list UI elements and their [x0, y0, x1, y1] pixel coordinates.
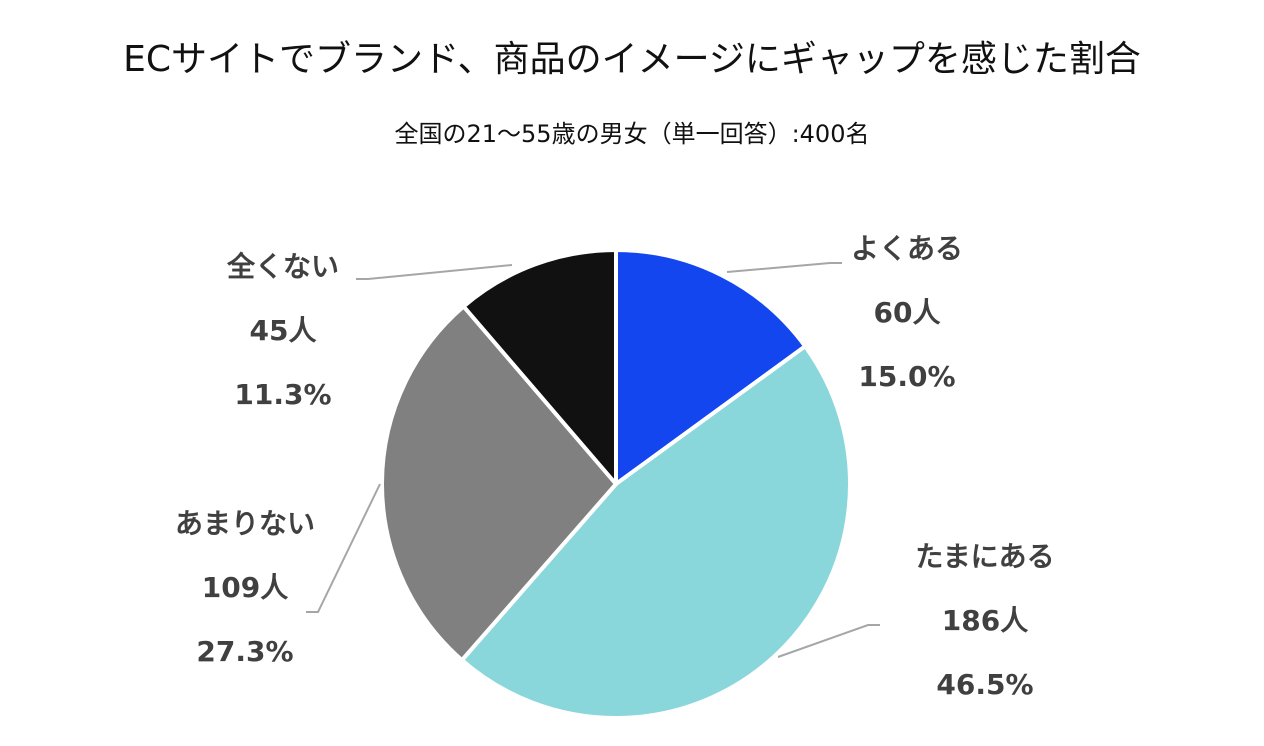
slice-label-percent: 15.0% [858, 360, 955, 393]
slice-tamaniaru [459, 344, 852, 720]
slice-mattakunai [461, 248, 618, 486]
leader-line [777, 624, 880, 658]
chart-title: ECサイトでブランド、商品のイメージにギャップを感じた割合 [123, 39, 1141, 80]
slice-label-count: 60人 [874, 296, 941, 329]
slice-amarinai [380, 304, 618, 663]
slice-label-count: 186人 [942, 604, 1028, 637]
slice-label-count: 45人 [250, 314, 317, 347]
leader-lines [306, 262, 880, 658]
slice-label-percent: 11.3% [234, 378, 331, 411]
slice-labels: よくある 60人 15.0% たまにある 186人 46.5% あまりない 109人 27.3%… [175, 232, 1055, 701]
slice-label-percent: 46.5% [936, 668, 1033, 701]
pie-slices [380, 248, 852, 720]
slice-label-name: たまにある [915, 540, 1054, 573]
chart-subtitle: 全国の21～55歳の男女（単一回答）:400名 [394, 120, 870, 148]
slice-label-name: あまりない [175, 507, 315, 540]
leader-line [356, 264, 513, 280]
slice-label-name: よくある [851, 232, 963, 265]
slice-yokuaru [614, 248, 808, 486]
leader-line [726, 262, 842, 273]
slice-label-name: 全くない [226, 250, 339, 283]
slice-label-percent: 27.3% [196, 635, 293, 668]
leader-line [306, 483, 381, 613]
slice-label-count: 109人 [202, 571, 288, 604]
